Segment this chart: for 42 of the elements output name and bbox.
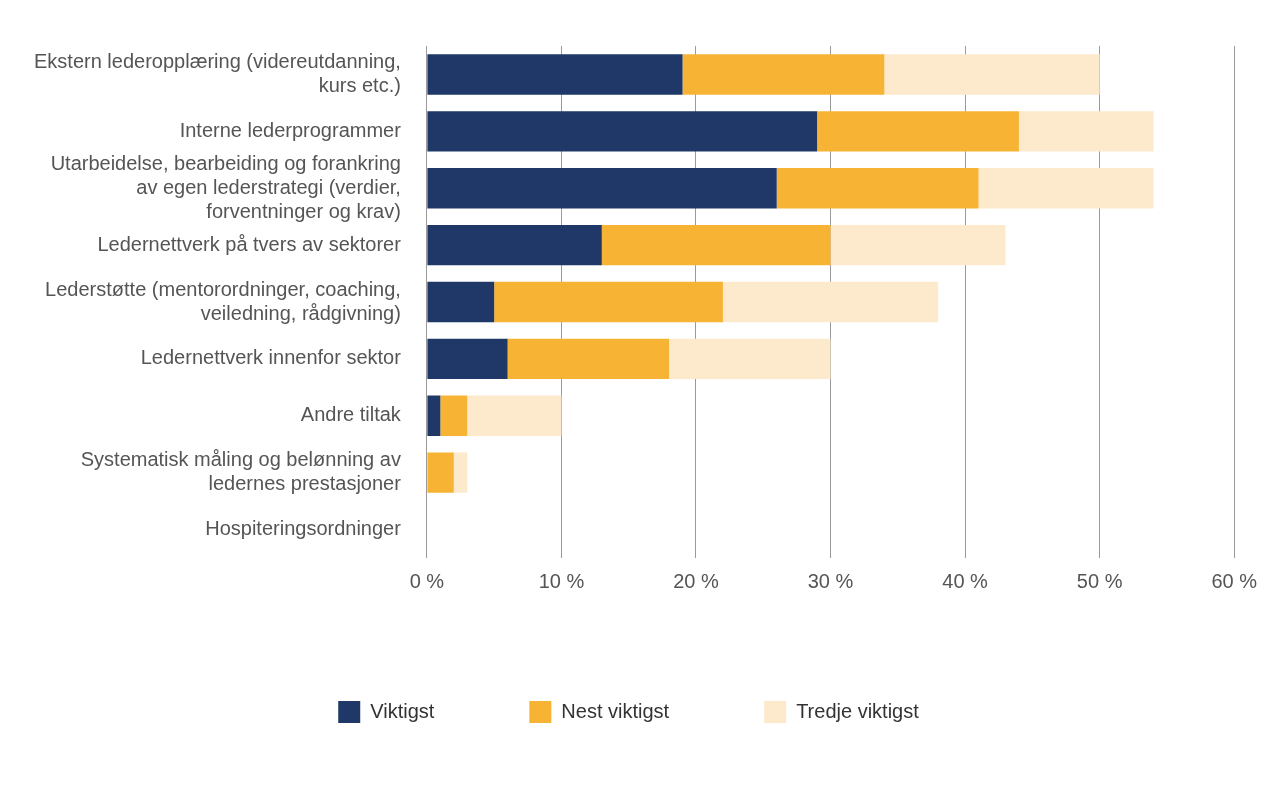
x-tick-label: 50 % [1076, 569, 1123, 592]
y-tick-label: Interne lederprogrammer [179, 118, 402, 141]
bar [427, 338, 508, 380]
x-tick-label: 30 % [807, 569, 854, 592]
y-tick-label: Ledernettverk på tvers av sektorer [97, 232, 402, 255]
legend-label: Nest viktigst [561, 699, 670, 722]
y-tick-label: Lederstøtte (mentorordninger, coaching, veiledning, rådgivning) [45, 277, 401, 324]
bar [467, 395, 562, 436]
bar [427, 281, 495, 323]
bar [427, 452, 454, 493]
y-tick-label: Utarbeidelse, bearbeiding og forankring av egen lederstrategi (verdier, forventninger og krav) [50, 151, 401, 222]
bar [682, 54, 885, 95]
bar [427, 168, 777, 209]
bar [978, 168, 1154, 209]
y-tick-label: Ekstern lederopplæring (videreutdanning, kurs etc.) [33, 49, 401, 96]
bar [427, 111, 818, 152]
bar [722, 281, 939, 323]
bar [884, 54, 1100, 95]
x-tick-label: 40 % [942, 569, 989, 592]
bar [427, 224, 602, 266]
bar [817, 111, 1019, 152]
legend-label: Tredje viktigst [796, 699, 920, 722]
y-tick-label: Hospiteringsordninger [205, 517, 402, 540]
bar [776, 168, 979, 209]
bar [453, 452, 468, 493]
bar [427, 54, 683, 95]
x-tick-label: 0 % [409, 569, 445, 592]
bar [830, 224, 1006, 266]
y-tick-label: Systematisk måling og belønning av ledernes prestasjoner [80, 448, 402, 495]
bar [440, 395, 468, 436]
bar [601, 224, 831, 266]
y-tick-label: Andre tiltak [300, 403, 402, 426]
x-tick-label: 20 % [673, 569, 719, 592]
bar [494, 281, 723, 323]
x-tick-label: 60 % [1211, 569, 1258, 592]
x-tick-label: 10 % [538, 569, 585, 592]
legend-label: Viktigst [370, 699, 435, 722]
bar [427, 395, 441, 436]
y-tick-label: Ledernettverk innenfor sektor [140, 346, 402, 369]
bar [1018, 111, 1154, 152]
bar [507, 338, 670, 380]
bar [669, 338, 831, 380]
